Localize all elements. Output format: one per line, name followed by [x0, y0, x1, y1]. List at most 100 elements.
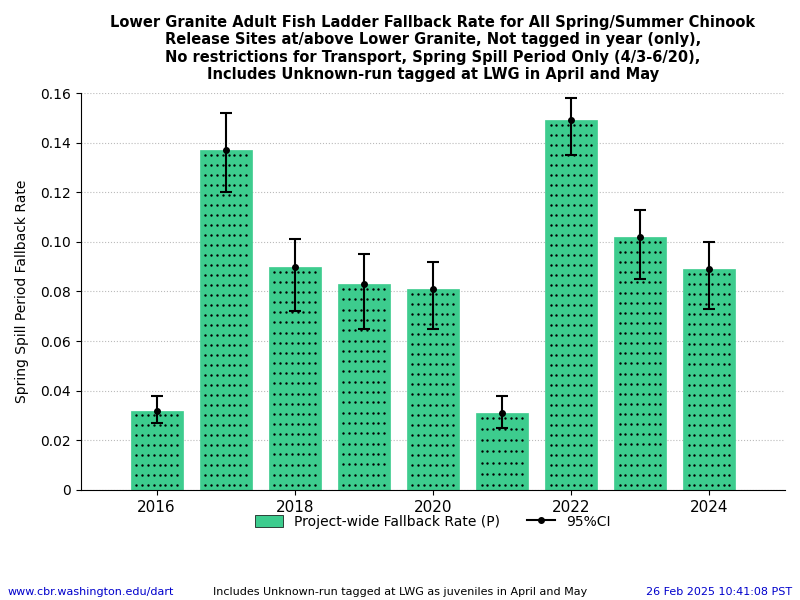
Point: [430, 289, 442, 299]
Point: [136, 480, 149, 490]
Point: [372, 418, 385, 428]
Point: [268, 358, 281, 368]
Point: [717, 370, 730, 379]
Point: [579, 151, 592, 160]
Point: [556, 350, 569, 360]
Point: [210, 370, 223, 380]
Point: [349, 377, 362, 386]
Point: [205, 380, 218, 390]
Point: [337, 305, 350, 314]
Point: [170, 440, 183, 450]
Point: [562, 390, 574, 400]
Point: [614, 338, 626, 348]
Point: [614, 389, 626, 398]
Point: [562, 190, 574, 200]
Point: [418, 349, 430, 359]
Point: [706, 280, 718, 289]
Point: [567, 151, 580, 160]
Point: [579, 290, 592, 300]
Point: [337, 356, 350, 366]
Point: [550, 151, 563, 160]
Point: [574, 220, 586, 230]
Point: [585, 131, 598, 140]
Point: [614, 318, 626, 328]
Point: [717, 269, 730, 279]
Point: [418, 389, 430, 399]
Point: [354, 460, 367, 469]
Point: [309, 328, 322, 337]
Point: [567, 220, 580, 230]
Point: [585, 241, 598, 250]
Point: [423, 349, 436, 359]
Point: [550, 140, 563, 150]
Point: [688, 289, 701, 299]
Point: [688, 480, 701, 490]
Point: [562, 360, 574, 370]
Point: [240, 390, 253, 400]
Point: [216, 210, 229, 220]
Point: [343, 388, 356, 397]
Point: [717, 329, 730, 339]
Point: [556, 241, 569, 250]
Point: [642, 440, 655, 449]
Point: [654, 359, 666, 368]
Point: [268, 317, 281, 327]
Point: [630, 288, 643, 298]
Point: [222, 150, 235, 160]
Point: [441, 400, 454, 409]
Point: [717, 310, 730, 319]
Point: [550, 121, 563, 130]
Point: [205, 340, 218, 350]
Point: [441, 289, 454, 299]
Point: [274, 379, 286, 388]
Point: [199, 190, 212, 200]
Point: [423, 359, 436, 369]
Point: [210, 270, 223, 280]
Point: [274, 338, 286, 347]
Point: [199, 470, 212, 480]
Point: [418, 289, 430, 299]
Point: [579, 230, 592, 240]
Point: [654, 247, 666, 257]
Point: [423, 470, 436, 479]
Point: [486, 413, 499, 423]
Point: [510, 436, 523, 445]
Point: [441, 420, 454, 430]
Point: [280, 409, 293, 419]
Point: [481, 436, 494, 445]
Point: [544, 340, 557, 350]
Point: [216, 350, 229, 360]
Point: [406, 319, 419, 329]
Point: [286, 460, 298, 469]
Point: [360, 346, 373, 356]
Point: [435, 319, 448, 329]
Point: [614, 379, 626, 388]
Point: [228, 200, 241, 210]
Point: [297, 328, 310, 337]
Point: [486, 458, 499, 467]
Point: [614, 268, 626, 277]
Point: [688, 310, 701, 319]
Point: [406, 309, 419, 319]
Point: [430, 420, 442, 430]
Point: [159, 440, 172, 450]
Point: [579, 430, 592, 440]
Point: [280, 358, 293, 368]
Point: [723, 310, 736, 319]
Point: [234, 270, 246, 280]
Point: [205, 420, 218, 430]
Point: [372, 460, 385, 469]
Point: [360, 398, 373, 407]
Point: [418, 420, 430, 430]
Point: [240, 210, 253, 220]
Point: [723, 450, 736, 460]
Point: [210, 240, 223, 250]
Point: [688, 440, 701, 449]
Point: [556, 370, 569, 380]
Point: [291, 317, 304, 327]
Point: [585, 301, 598, 310]
Point: [556, 450, 569, 460]
Point: [579, 121, 592, 130]
Point: [706, 420, 718, 430]
Point: [700, 370, 713, 379]
